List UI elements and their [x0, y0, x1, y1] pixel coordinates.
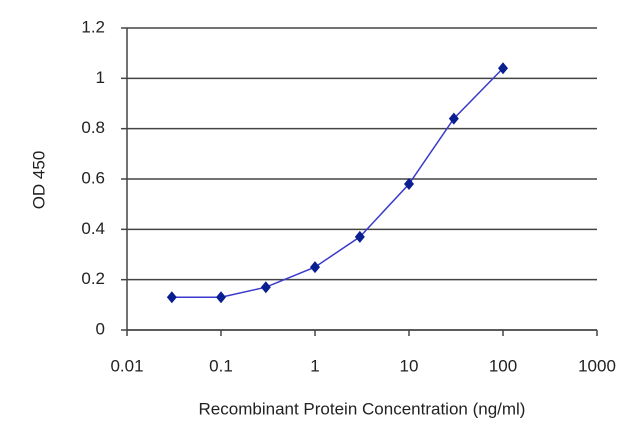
data-point	[216, 291, 226, 304]
y-tick-label: 0	[96, 319, 105, 338]
y-tick-label: 1	[96, 68, 105, 87]
data-point	[354, 230, 365, 243]
data-point	[404, 178, 414, 191]
x-tick-label: 1000	[578, 356, 616, 375]
data-point	[498, 62, 508, 75]
x-tick-label: 0.01	[110, 356, 143, 375]
y-tick-label: 0.8	[81, 118, 105, 137]
data-point	[448, 112, 459, 125]
data-point	[166, 291, 177, 304]
x-tick-label: 10	[400, 356, 419, 375]
x-axis-label: Recombinant Protein Concentration (ng/ml…	[199, 399, 526, 418]
data-line	[171, 67, 504, 299]
y-tick-label: 0.2	[81, 269, 105, 288]
x-tick-label: 1	[310, 356, 319, 375]
y-tick-label: 1.2	[81, 17, 105, 36]
data-point	[260, 281, 271, 294]
y-tick-label: 0.4	[81, 219, 105, 238]
y-axis-label: OD 450	[29, 151, 48, 210]
x-tick-label: 0.1	[209, 356, 233, 375]
data-point	[310, 261, 320, 274]
y-tick-label: 0.6	[81, 168, 105, 187]
x-tick-label: 100	[489, 356, 517, 375]
